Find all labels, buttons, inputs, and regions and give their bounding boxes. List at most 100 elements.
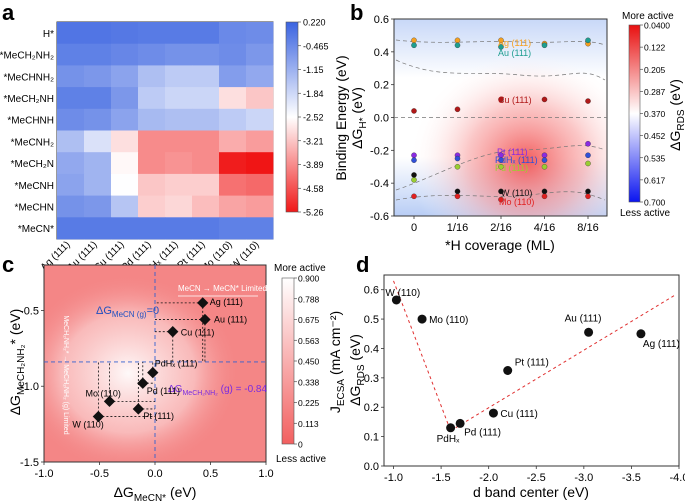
heatmap-cell [219,173,247,196]
panel-c-point-label: Cu (111) [181,328,215,338]
panel-d-point-label: Pt (111) [515,358,549,369]
panel-b-series-label: Ag (111) [498,38,531,48]
panel-d-trend-line [393,280,452,431]
heatmap-cell [192,108,220,131]
panel-d-ylabel-sub: RDS [356,364,367,385]
heatmap-row-label: *MeCHNH₂ [3,72,54,83]
heatmap-row-label: *MeCHN [15,202,54,213]
panel-c-colorbar-top-label: More active [274,263,326,274]
heatmap-cell [219,108,247,131]
panel-c-point [137,377,149,389]
heatmap-cell [111,43,139,66]
heatmap-cell [111,108,139,131]
panel-c-point-label: Ag (111) [210,297,243,307]
panel-b-y-tick-label: -0.2 [370,145,389,157]
heatmap-cell [111,65,139,88]
heatmap-cell [246,65,274,88]
heatmap-cell [84,217,112,240]
panel-c-y-tick-label: -1.5 [20,457,39,469]
panel-b-colorbar-label: ΔGRDS (eV) [667,79,685,151]
heatmap-colorbar-tick-label: -4.58 [303,184,324,194]
panel-b-point [411,193,417,200]
panel-label-a: a [2,0,15,25]
panel-d-y-tick-label: 0.2 [364,402,379,414]
panel-c-xlabel: ΔGMeCN* (eV) [114,484,197,503]
heatmap-row-label: *MeCH₂NH₂ [0,51,54,62]
panel-b-y-tick-label: 0.0 [374,113,389,125]
heatmap-cell [165,130,193,153]
panel-c-point [197,297,209,309]
panel-c-ylabel-sub: MeCH₂NH₂ [16,344,27,395]
panel-a-heatmap: Binding Energy (eV) H* *MeCH₂NH₂ *MeCHNH₂ *… [0,18,349,281]
heatmap-cell [246,130,274,153]
heatmap-cell [57,173,85,196]
panel-d-point [391,295,401,305]
panel-b-colorbar-tick-label: 0.535 [644,153,666,163]
heatmap-row-label: *MeCNH [15,181,54,192]
panel-b-x-tick-label: 0 [411,222,417,234]
heatmap-cell [192,43,220,66]
panel-b-point [541,157,548,163]
panel-c-vline-label-sub: MeCN (g) [112,310,147,319]
panel-b-point [411,108,417,114]
panel-c-x-tick-label: 0.0 [147,468,162,480]
heatmap-cell [138,195,166,218]
panel-b-colorbar-bottom-label: Less active [620,208,670,219]
heatmap-cell [84,22,112,45]
panel-b-point [585,98,591,104]
heatmap-cell [84,130,112,153]
panel-label-b: b [350,0,363,25]
panel-c-colorbar-tick-label: 0.225 [298,398,320,408]
panel-b-point [411,37,417,44]
panel-c-colorbar-tick-label: 0.338 [298,377,320,387]
heatmap-cell [219,195,247,218]
heatmap-cell [246,22,274,45]
panel-b-point [585,160,591,167]
heatmap-colorbar-tick-label: -0.465 [303,41,329,51]
panel-c-vline-label-main: ΔG [96,305,112,317]
panel-c-colorbar [281,277,295,445]
panel-b-x-tick-label: 1/16 [447,222,468,234]
heatmap-cell [84,65,112,88]
panel-b-point [498,96,504,103]
panel-d-point [417,314,427,324]
panel-d-y-tick-label: 0.6 [364,285,379,297]
panel-c-hline-label-sub: MeCH₂NH₂ [182,390,218,397]
heatmap-colorbar-tick-label: -5.26 [303,208,324,218]
panel-b-colorbar-tick-label: 0.452 [644,131,666,141]
heatmap-row-label: *MeCNH₂ [11,137,54,148]
panel-d-x-tick-label: -1.0 [384,472,403,484]
panel-c-colorbar-tick-label: 0.675 [298,315,320,325]
panel-b-colorbar-tick-label: 0.370 [644,109,666,119]
heatmap-cell [192,22,220,45]
heatmap-cell [84,108,112,131]
panel-c-colorbar-tick-label: 0.450 [298,357,320,367]
heatmap-cell [165,43,193,66]
panel-d-point-label: Pd (111) [464,427,501,438]
panel-c-ylabel-unit: * (eV) [7,309,23,345]
panel-c-x-tick-label: -0.5 [90,468,109,480]
panel-c-hline-label-main: ΔG [168,384,183,395]
panel-c-point-label: Pd (111) [147,386,180,396]
panel-b-scatter: More active Less active ΔGRDS (eV) ΔGH* … [349,11,685,253]
heatmap-cell [138,217,166,240]
heatmap-row-label: *MeCH₂N [11,159,54,170]
panel-c-y-tick-label: -1.0 [20,381,39,393]
panel-c-left-arrow-text: MeCH₂NH₂* → MeCH₂NH₂ (g) Limited [62,315,69,434]
panel-d-ylabel-unit: (eV) [347,334,363,364]
panel-d-frame [383,274,680,467]
panel-b-point [454,188,461,195]
heatmap-colorbar [285,21,299,213]
heatmap-colorbar-tick-label: -2.52 [303,113,324,123]
heatmap-cell [165,152,193,175]
panel-c-xlabel-main: ΔG [114,484,134,500]
panel-b-series-label: PdHₓ (111) [495,155,538,165]
panel-c-point [167,326,179,338]
panel-b-y-tick-label: -0.6 [370,211,389,223]
panel-d-point-label: PdHₓ [437,434,460,445]
panel-b-point [498,44,504,50]
heatmap-cell [192,65,220,88]
heatmap-cell [165,87,193,110]
heatmap-cell [192,195,220,218]
panel-d-point-label: Au (111) [565,313,602,324]
